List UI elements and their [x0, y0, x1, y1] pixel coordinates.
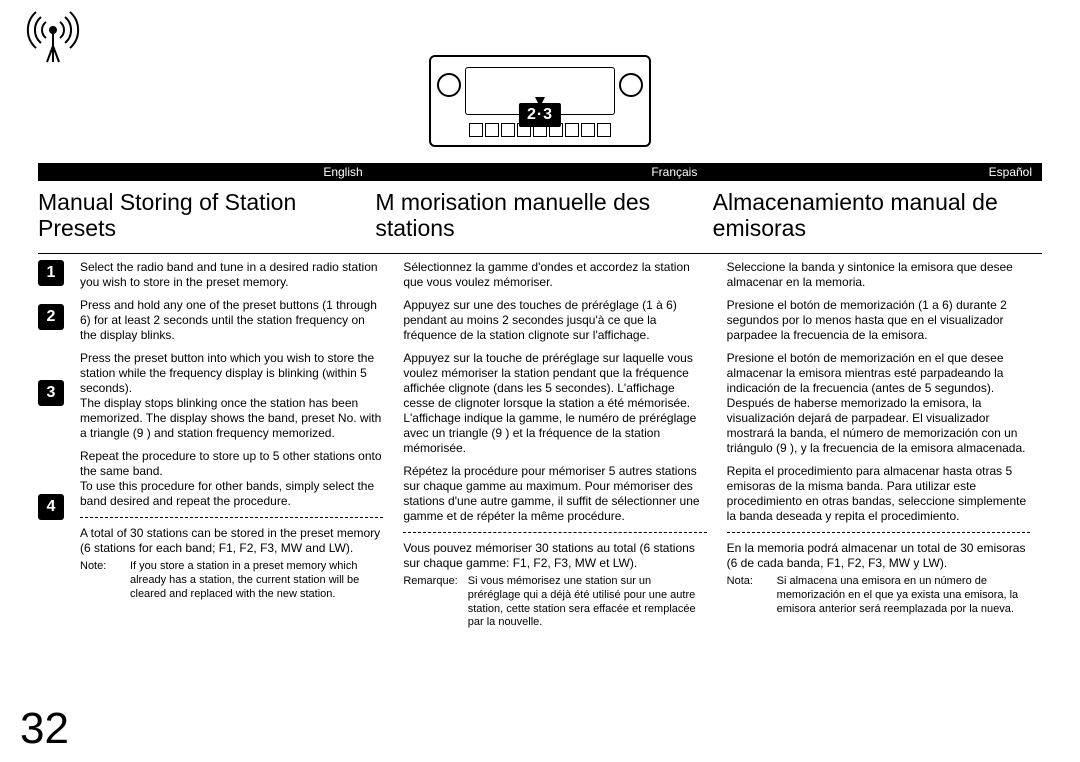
lang-espanol: Español	[707, 163, 1042, 181]
total-note: Vous pouvez mémoriser 30 stations au tot…	[403, 541, 706, 571]
note-row: Note:If you store a station in a preset …	[80, 560, 383, 601]
title-en: Manual Storing of Station Presets	[38, 189, 355, 249]
radio-waves-icon	[20, 8, 86, 73]
column-french: Sélectionnez la gamme d'ondes et accorde…	[395, 260, 718, 630]
lang-francais: Français	[373, 163, 708, 181]
divider-dashed	[727, 532, 1030, 533]
step-badge-4: 4	[38, 494, 64, 520]
step-number-column: 1 2 3 4	[38, 260, 80, 570]
step-badge-2: 2	[38, 304, 64, 330]
column-english: Select the radio band and tune in a desi…	[80, 260, 395, 630]
note-body: Si almacena una emisora en un número de …	[777, 575, 1030, 616]
step-text: Sélectionnez la gamme d'ondes et accorde…	[403, 260, 706, 290]
step-text: Presione el botón de memorización en el …	[727, 351, 1030, 456]
step-text: Repeat the procedure to store up to 5 ot…	[80, 449, 383, 509]
note-row: Remarque:Si vous mémorisez une station s…	[403, 575, 706, 630]
divider-dashed	[80, 517, 383, 518]
step-text: Select the radio band and tune in a desi…	[80, 260, 383, 290]
lang-english: English	[38, 163, 373, 181]
step-text: Repita el procedimiento para almacenar h…	[727, 464, 1030, 524]
step-text: Press the preset button into which you w…	[80, 351, 383, 441]
step-text: Répétez la procédure pour mémoriser 5 au…	[403, 464, 706, 524]
step-badge-1: 1	[38, 260, 64, 286]
manual-page: 2·3 English Français Español Manual Stor…	[0, 0, 1080, 640]
note-row: Nota:Si almacena una emisora en un númer…	[727, 575, 1030, 616]
step-text: Seleccione la banda y sintonice la emiso…	[727, 260, 1030, 290]
page-number: 32	[20, 704, 69, 754]
note-label: Nota:	[727, 575, 767, 616]
divider-dashed	[403, 532, 706, 533]
title-es: Almacenamiento manual de emisoras	[713, 189, 1030, 249]
titles-row: Manual Storing of Station Presets M mori…	[38, 183, 1042, 253]
total-note: En la memoria podrá almacenar un total d…	[727, 541, 1030, 571]
step-text: Press and hold any one of the preset but…	[80, 298, 383, 343]
note-body: If you store a station in a preset memor…	[130, 560, 383, 601]
note-label: Note:	[80, 560, 120, 601]
step-text: Presione el botón de memorización (1 a 6…	[727, 298, 1030, 343]
column-spanish: Seleccione la banda y sintonice la emiso…	[719, 260, 1042, 630]
step-text: Appuyez sur la touche de préréglage sur …	[403, 351, 706, 456]
total-note: A total of 30 stations can be stored in …	[80, 526, 383, 556]
language-header-bar: English Français Español	[38, 163, 1042, 183]
step-text: Appuyez sur une des touches de préréglag…	[403, 298, 706, 343]
steps-region: 1 2 3 4 Select the radio band and tune in a…	[38, 260, 1042, 630]
note-label: Remarque:	[403, 575, 457, 630]
car-stereo-illustration: 2·3	[429, 55, 651, 147]
note-body: Si vous mémorisez une station sur un pré…	[468, 575, 707, 630]
step-badge-3: 3	[38, 380, 64, 406]
title-fr: M morisation manuelle des stations	[375, 189, 692, 249]
callout-label: 2·3	[519, 103, 561, 127]
